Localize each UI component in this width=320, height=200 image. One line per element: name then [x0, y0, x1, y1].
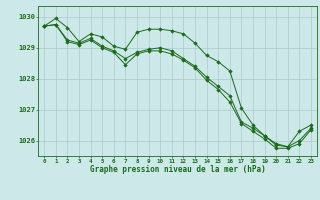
X-axis label: Graphe pression niveau de la mer (hPa): Graphe pression niveau de la mer (hPa)	[90, 165, 266, 174]
